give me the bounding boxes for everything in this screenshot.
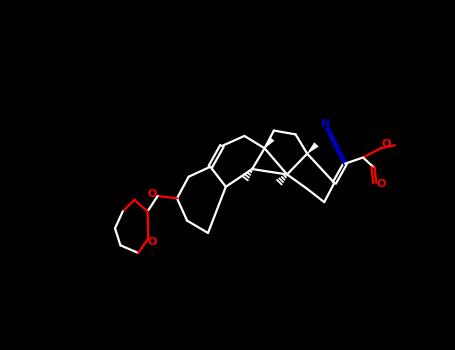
Text: O: O: [147, 189, 157, 199]
Text: O: O: [147, 237, 157, 247]
Text: N: N: [321, 119, 330, 128]
Polygon shape: [307, 142, 318, 154]
Text: O: O: [376, 180, 385, 189]
Text: O: O: [382, 139, 391, 149]
Polygon shape: [264, 137, 274, 148]
